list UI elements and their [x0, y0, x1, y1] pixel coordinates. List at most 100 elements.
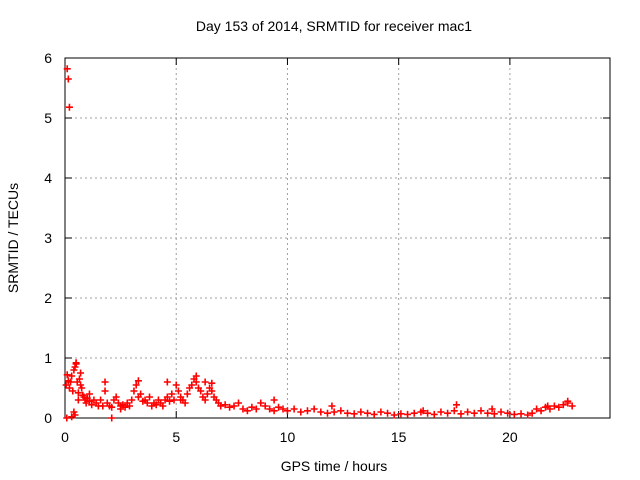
data-point: [564, 397, 572, 405]
grid-lines: [65, 58, 610, 418]
data-point: [71, 411, 79, 419]
x-tick-label: 20: [502, 429, 518, 445]
data-point: [239, 405, 247, 413]
data-point: [430, 410, 438, 418]
data-point: [297, 408, 305, 416]
data-point: [559, 401, 567, 409]
data-point: [166, 397, 174, 405]
data-point: [235, 399, 243, 407]
data-point: [290, 405, 298, 413]
data-point: [568, 402, 576, 410]
data-point: [201, 396, 209, 404]
data-point: [67, 378, 75, 386]
data-point: [344, 409, 352, 417]
y-tick-label: 4: [44, 170, 52, 186]
data-point: [252, 405, 260, 413]
data-point: [504, 409, 512, 417]
data-point: [63, 371, 71, 379]
data-point: [159, 402, 167, 410]
data-point: [112, 393, 120, 401]
data-point: [101, 387, 109, 395]
data-point: [404, 410, 412, 418]
data-point: [63, 65, 71, 73]
y-tick-label: 3: [44, 230, 52, 246]
data-point: [266, 405, 274, 413]
data-point: [528, 409, 536, 417]
data-point: [74, 396, 82, 404]
data-point: [108, 414, 116, 422]
data-point: [74, 389, 82, 397]
data-point: [544, 402, 552, 410]
data-point: [397, 410, 405, 418]
data-point: [221, 401, 229, 409]
data-point: [88, 401, 96, 409]
data-point: [370, 410, 378, 418]
y-tick-label: 2: [44, 290, 52, 306]
data-point: [126, 402, 134, 410]
y-axis-label: SRMTID / TECUs: [5, 183, 21, 293]
data-point: [330, 408, 338, 416]
axis-ticks: 0 5 10 15 20 0 1 2 3 4 5 6: [44, 50, 610, 445]
data-point: [470, 409, 478, 417]
data-point: [350, 410, 358, 418]
data-point: [69, 387, 77, 395]
data-point: [257, 399, 265, 407]
data-point: [75, 375, 83, 383]
data-point: [203, 390, 211, 398]
x-tick-label: 5: [172, 429, 180, 445]
data-point: [226, 403, 234, 411]
data-point: [181, 399, 189, 407]
data-point: [550, 402, 558, 410]
data-point: [197, 387, 205, 395]
data-point: [248, 403, 256, 411]
data-point: [77, 369, 85, 377]
data-point: [453, 401, 461, 409]
data-point: [488, 405, 496, 413]
data-point: [323, 409, 331, 417]
data-point: [172, 381, 180, 389]
data-point: [192, 372, 200, 380]
data-point: [128, 396, 136, 404]
data-point: [201, 378, 209, 386]
data-point: [85, 397, 93, 405]
data-point: [310, 405, 318, 413]
data-point: [192, 378, 200, 386]
y-tick-label: 0: [44, 410, 52, 426]
data-point: [152, 401, 160, 409]
data-point: [163, 393, 171, 401]
data-point: [121, 403, 129, 411]
data-point: [490, 410, 498, 418]
data-point: [85, 390, 93, 398]
data-points: [62, 65, 576, 422]
data-point: [377, 408, 385, 416]
data-point: [108, 403, 116, 411]
data-point: [208, 387, 216, 395]
data-point: [444, 409, 452, 417]
data-point: [63, 414, 71, 422]
data-point: [497, 408, 505, 416]
data-point: [78, 384, 86, 392]
data-point: [130, 387, 138, 395]
data-point: [230, 402, 238, 410]
data-point: [390, 411, 398, 419]
x-tick-label: 15: [391, 429, 407, 445]
data-point: [283, 407, 291, 415]
data-point: [328, 402, 336, 410]
data-point: [437, 408, 445, 416]
data-point: [419, 407, 427, 415]
y-tick-label: 1: [44, 350, 52, 366]
data-point: [450, 407, 458, 415]
data-point: [270, 396, 278, 404]
data-point: [317, 408, 325, 416]
data-point: [99, 402, 107, 410]
data-point: [457, 410, 465, 418]
data-point: [183, 390, 191, 398]
data-point: [174, 387, 182, 395]
x-axis-label: GPS time / hours: [281, 458, 388, 474]
x-tick-label: 0: [61, 429, 69, 445]
data-point: [97, 396, 105, 404]
data-point: [68, 372, 76, 380]
data-point: [163, 378, 171, 386]
data-point: [524, 411, 532, 419]
